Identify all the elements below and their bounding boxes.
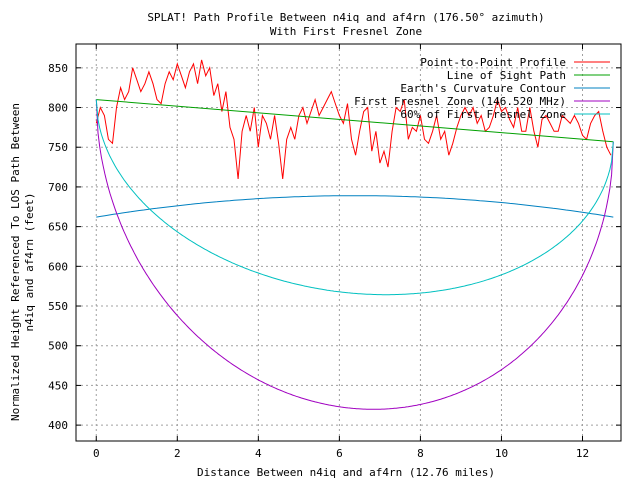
legend-fresnel-60-label: 60% of First Fresnel Zone: [400, 108, 566, 121]
x-tick-label: 4: [255, 447, 262, 460]
fresnel-60-line: [95, 99, 614, 296]
x-tick-label: 0: [93, 447, 100, 460]
profile-line: [95, 59, 612, 180]
los-line: [96, 99, 614, 143]
y-tick-label: 850: [48, 62, 68, 75]
y-tick-label: 800: [48, 102, 68, 115]
fresnel-zone-line: [95, 99, 614, 410]
chart-subtitle: With First Fresnel Zone: [270, 25, 422, 38]
chart-title: SPLAT! Path Profile Between n4iq and af4…: [147, 11, 544, 24]
x-tick-label: 10: [495, 447, 508, 460]
earth-curvature-line: [96, 195, 614, 218]
x-tick-label: 12: [576, 447, 589, 460]
series-lines: [95, 59, 614, 410]
legend-fresnel-zone-label: First Fresnel Zone (146.520 MHz): [354, 95, 566, 108]
x-tick-label: 8: [417, 447, 424, 460]
x-tick-label: 2: [174, 447, 181, 460]
y-tick-label: 450: [48, 379, 68, 392]
y-tick-label: 700: [48, 181, 68, 194]
axis-ticks: 0 2 4 6 8 10 12 400 450 500 550 600 650 700 750 800 850: [48, 44, 621, 460]
y-tick-label: 400: [48, 419, 68, 432]
plot-frame: [75, 43, 622, 442]
y-tick-label: 750: [48, 141, 68, 154]
y-axis-label-line1: Normalized Height Referenced To LOS Path…: [9, 103, 22, 421]
legend-profile-label: Point-to-Point Profile: [420, 56, 566, 69]
legend-los-label: Line of Sight Path: [447, 69, 566, 82]
y-tick-label: 600: [48, 260, 68, 273]
x-tick-label: 6: [336, 447, 343, 460]
legend-earth-curvature-label: Earth's Curvature Contour: [400, 82, 566, 95]
y-axis-label-line2: n4iq and af4rn (feet): [23, 192, 36, 331]
y-tick-label: 500: [48, 340, 68, 353]
grid: [76, 44, 621, 441]
y-tick-label: 550: [48, 300, 68, 313]
y-tick-label: 650: [48, 221, 68, 234]
x-axis-label: Distance Between n4iq and af4rn (12.76 m…: [197, 466, 495, 479]
